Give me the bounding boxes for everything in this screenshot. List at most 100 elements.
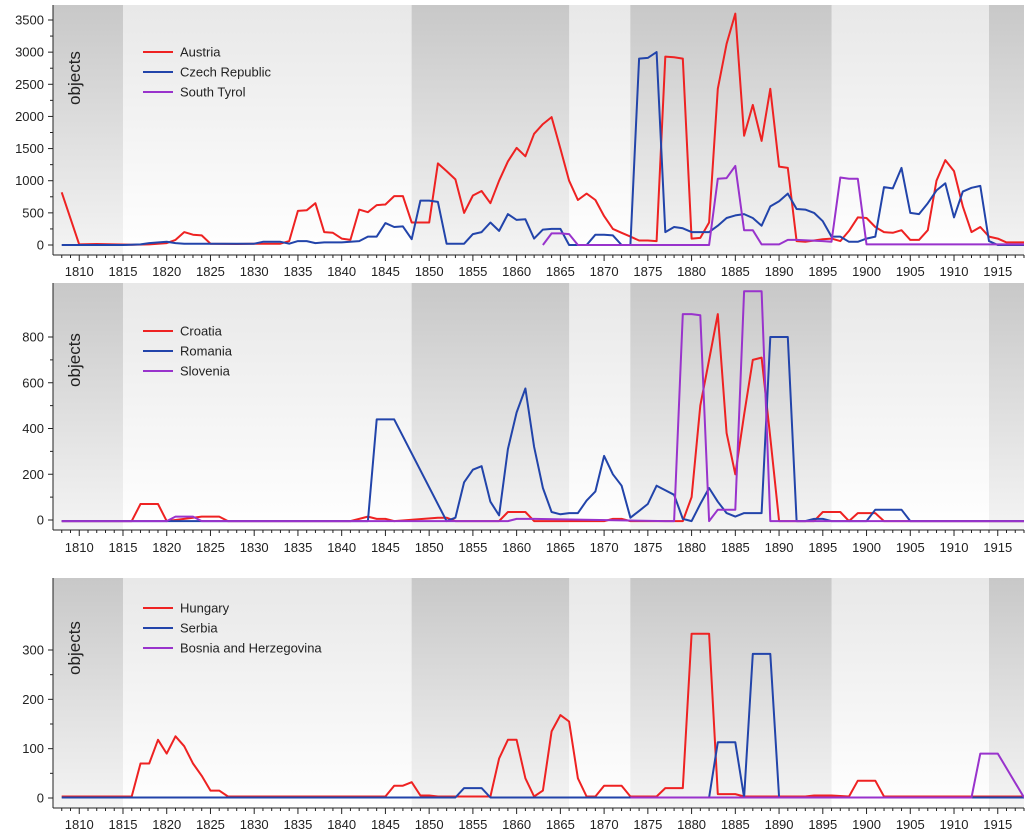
x-tick-label: 1905 <box>896 264 925 279</box>
x-tick-label: 1860 <box>502 817 531 832</box>
x-tick-label: 1835 <box>283 817 312 832</box>
x-tick-label: 1885 <box>721 817 750 832</box>
y-tick-label: 600 <box>22 375 44 390</box>
x-tick-label: 1825 <box>196 540 225 555</box>
shaded-period-1 <box>53 578 123 808</box>
legend-label: Hungary <box>180 601 230 616</box>
legend-label: Serbia <box>180 621 218 636</box>
x-tick-label: 1870 <box>590 817 619 832</box>
x-tick-label: 1865 <box>546 264 575 279</box>
shaded-period-2 <box>411 578 570 808</box>
x-tick-label: 1835 <box>283 540 312 555</box>
series-line-bosnia-and-herzegovina <box>630 752 1024 799</box>
x-tick-label: 1810 <box>65 264 94 279</box>
shaded-period-4 <box>989 283 1024 530</box>
x-tick-label: 1850 <box>415 540 444 555</box>
shaded-period-3 <box>630 578 832 808</box>
x-tick-label: 1820 <box>152 264 181 279</box>
legend-label: Bosnia and Herzegovina <box>180 641 322 656</box>
x-tick-label: 1890 <box>765 540 794 555</box>
legend-label: Czech Republic <box>180 65 272 80</box>
legend-label: South Tyrol <box>180 85 246 100</box>
x-tick-label: 1810 <box>65 540 94 555</box>
legend-label: Austria <box>180 45 221 60</box>
series-line-czech-republic <box>61 51 1024 246</box>
y-tick-label: 200 <box>22 692 44 707</box>
y-tick-label: 300 <box>22 643 44 658</box>
shaded-period-3 <box>630 283 832 530</box>
x-tick-label: 1850 <box>415 817 444 832</box>
y-tick-label: 800 <box>22 330 44 345</box>
shaded-period-2 <box>411 5 570 255</box>
x-tick-label: 1825 <box>196 264 225 279</box>
x-tick-label: 1835 <box>283 264 312 279</box>
x-tick-label: 1820 <box>152 540 181 555</box>
chart-panel-2: 0 200 400 600 800 1810 1815 1820 1825 1830 1835 184… <box>22 283 1025 555</box>
x-tick-label: 1880 <box>677 540 706 555</box>
y-tick-label: 0 <box>37 238 44 253</box>
x-tick-label: 1855 <box>458 264 487 279</box>
x-tick-label: 1860 <box>502 264 531 279</box>
series-line-slovenia <box>61 290 1024 523</box>
x-tick-label: 1815 <box>109 540 138 555</box>
y-tick-label: 1000 <box>15 173 44 188</box>
series-line-serbia <box>61 652 1024 799</box>
x-tick-label: 1905 <box>896 540 925 555</box>
chart-panel-3: 0 100 200 300 1810 1815 1820 1825 1830 1835 1840 18… <box>22 578 1025 832</box>
x-tick-label: 1840 <box>327 540 356 555</box>
x-tick-label: 1855 <box>458 817 487 832</box>
x-tick-label: 1830 <box>240 264 269 279</box>
x-tick-label: 1850 <box>415 264 444 279</box>
y-tick-label: 200 <box>22 467 44 482</box>
x-tick-label: 1875 <box>633 540 662 555</box>
y-axis-title: objects <box>65 333 84 387</box>
x-tick-label: 1830 <box>240 540 269 555</box>
x-tick-label: 1885 <box>721 264 750 279</box>
x-tick-label: 1905 <box>896 817 925 832</box>
y-tick-label: 2000 <box>15 109 44 124</box>
x-tick-label: 1910 <box>940 817 969 832</box>
legend: Hungary Serbia Bosnia and Herzegovina <box>143 601 322 656</box>
legend-label: Croatia <box>180 324 223 339</box>
x-tick-label: 1815 <box>109 264 138 279</box>
x-tick-label: 1875 <box>633 264 662 279</box>
y-tick-label: 1500 <box>15 141 44 156</box>
y-tick-label: 0 <box>37 791 44 806</box>
x-tick-label: 1900 <box>852 540 881 555</box>
x-tick-label: 1870 <box>590 264 619 279</box>
legend-label: Slovenia <box>180 364 231 379</box>
x-tick-label: 1810 <box>65 817 94 832</box>
y-tick-label: 2500 <box>15 77 44 92</box>
x-tick-label: 1840 <box>327 817 356 832</box>
chart-panel-1: 0 500 1000 1500 2000 2500 3000 3500 1810 1815 1820… <box>15 5 1025 279</box>
x-tick-label: 1870 <box>590 540 619 555</box>
x-tick-label: 1910 <box>940 540 969 555</box>
x-tick-label: 1890 <box>765 264 794 279</box>
x-tick-label: 1865 <box>546 817 575 832</box>
x-tick-label: 1895 <box>808 540 837 555</box>
x-tick-label: 1900 <box>852 817 881 832</box>
x-tick-label: 1915 <box>983 264 1012 279</box>
shaded-period-1 <box>53 5 123 255</box>
x-tick-label: 1825 <box>196 817 225 832</box>
y-tick-label: 3500 <box>15 13 44 28</box>
x-tick-label: 1855 <box>458 540 487 555</box>
x-tick-label: 1815 <box>109 817 138 832</box>
x-tick-label: 1840 <box>327 264 356 279</box>
x-tick-label: 1845 <box>371 540 400 555</box>
legend: Croatia Romania Slovenia <box>143 324 233 379</box>
y-axis-title: objects <box>65 621 84 675</box>
x-tick-label: 1880 <box>677 817 706 832</box>
y-axis-title: objects <box>65 51 84 105</box>
x-tick-label: 1845 <box>371 264 400 279</box>
x-tick-label: 1895 <box>808 264 837 279</box>
y-tick-label: 3000 <box>15 45 44 60</box>
x-tick-label: 1845 <box>371 817 400 832</box>
x-tick-label: 1890 <box>765 817 794 832</box>
legend: Austria Czech Republic South Tyrol <box>143 45 272 100</box>
x-tick-label: 1885 <box>721 540 750 555</box>
x-tick-label: 1830 <box>240 817 269 832</box>
y-tick-label: 100 <box>22 741 44 756</box>
x-tick-label: 1910 <box>940 264 969 279</box>
